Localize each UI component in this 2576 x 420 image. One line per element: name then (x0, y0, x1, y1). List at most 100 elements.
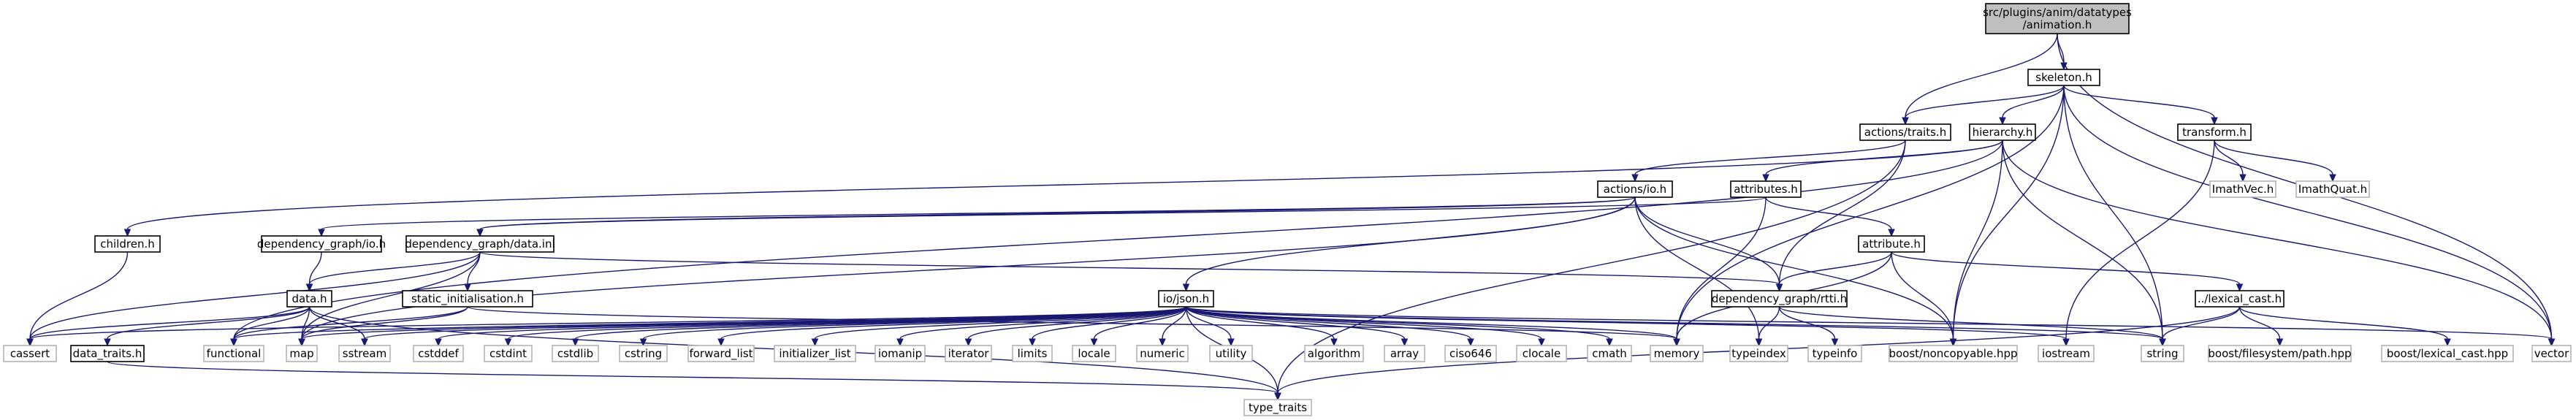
node-label: boost/filesystem/path.hpp (2208, 347, 2351, 360)
edge-lexical_cast-to-string (2159, 306, 2241, 347)
node-dg-data-inl[interactable]: dependency_graph/data.inl (405, 235, 555, 253)
node-label: memory (1654, 347, 1700, 360)
node-label: boost/lexical_cast.hpp (2387, 347, 2508, 361)
edge-children-to-cassert (26, 251, 129, 347)
node-label: iterator (948, 347, 990, 360)
node-cassert: cassert (3, 345, 57, 362)
node-label: ../lexical_cast.h (2198, 292, 2282, 306)
edge-hierarchy-to-attributes (1762, 140, 2003, 183)
node-label: skeleton.h (2035, 71, 2092, 84)
edge-io_json-to-numeric (1159, 306, 1187, 347)
node-label: map (289, 347, 313, 360)
node-label: ciso646 (1449, 347, 1492, 360)
edge-dg_rtti-to-typeinfo (1778, 306, 1839, 347)
node-label: cstddef (418, 347, 459, 360)
node-label: data_traits.h (73, 347, 142, 361)
edge-hierarchy-to-vector (2002, 140, 2556, 347)
node-ciso646: ciso646 (1444, 345, 1497, 362)
edge-io_json-to-locale (1090, 306, 1187, 347)
node-dg-rtti[interactable]: dependency_graph/rtti.h (1711, 290, 1848, 308)
edge-dg_data_inl-to-data_h (305, 251, 481, 292)
node-label: dependency_graph/data.inl (405, 237, 555, 251)
edge-io_json-to-algorithm (1185, 306, 1338, 347)
node-label: typeindex (1731, 347, 1786, 360)
node-label: cmath (1592, 347, 1626, 360)
node-label: array (1390, 347, 1419, 360)
node-label: cstdlib (557, 347, 593, 360)
node-functional: functional (203, 345, 264, 362)
edge-attribute-to-lexical_cast (1891, 251, 2244, 292)
node-memory: memory (1650, 345, 1704, 362)
node-label: numeric (1140, 347, 1184, 360)
node-label: limits (1018, 347, 1048, 360)
edge-actions_io-to-dg_data_inl (476, 196, 1636, 237)
node-dg-io[interactable]: dependency_graph/io.h (257, 235, 386, 253)
node-label: dependency_graph/io.h (257, 237, 386, 251)
edge-hierarchy-to-boost_noncopyable (1949, 140, 2003, 347)
node-type-traits: type_traits (1243, 399, 1312, 416)
node-actions-traits[interactable]: actions/traits.h (1859, 123, 1951, 141)
node-actions-io[interactable]: actions/io.h (1597, 180, 1673, 198)
edge-transform-to-imathquat (2214, 140, 2336, 183)
edge-io_json-to-iterator (964, 306, 1187, 347)
node-label: src/plugins/anim/datatypes (1983, 6, 2132, 19)
node-label: iostream (2042, 347, 2090, 360)
node-iomanip: iomanip (874, 345, 926, 362)
node-vector: vector (2531, 345, 2572, 362)
node-label: static_initialisation.h (411, 292, 524, 306)
edge-transform-to-iostream (2062, 140, 2215, 347)
node-imathvec: ImathVec.h (2209, 180, 2276, 198)
node-boost-noncopyable: boost/noncopyable.hpp (1889, 345, 2018, 362)
node-label: transform.h (2182, 126, 2247, 139)
edge-io_json-to-iomanip (896, 306, 1187, 347)
node-label: io/json.h (1163, 292, 1209, 305)
node-animation: src/plugins/anim/datatypes/animation.h (1983, 3, 2132, 34)
node-label: cstring (625, 347, 662, 360)
node-string: string (2141, 345, 2184, 362)
edge-hierarchy-to-children (123, 140, 2003, 237)
node-label: forward_list (689, 347, 752, 361)
node-children[interactable]: children.h (94, 235, 161, 253)
node-label: cassert (10, 347, 50, 360)
node-static-init[interactable]: static_initialisation.h (402, 290, 533, 308)
node-data-h[interactable]: data.h (286, 290, 332, 308)
node-label: locale (1078, 347, 1110, 360)
node-numeric: numeric (1136, 345, 1189, 362)
node-skeleton[interactable]: skeleton.h (2027, 69, 2100, 86)
node-cstdint: cstdint (484, 345, 533, 362)
edge-io_json-to-map (298, 306, 1187, 347)
edge-io_json-to-forward_list (717, 306, 1187, 347)
node-hierarchy[interactable]: hierarchy.h (1969, 123, 2036, 141)
edge-io_json-to-memory (1185, 306, 1680, 347)
node-io-json[interactable]: io/json.h (1158, 290, 1214, 308)
node-algorithm: algorithm (1304, 345, 1364, 362)
node-label: string (2146, 347, 2178, 360)
node-label: actions/io.h (1604, 183, 1666, 196)
node-utility: utility (1209, 345, 1253, 362)
node-cstddef: cstddef (413, 345, 464, 362)
node-iostream: iostream (2038, 345, 2095, 362)
edge-data_h-to-data_traits (104, 306, 310, 347)
node-label: type_traits (1249, 401, 1307, 415)
edge-data_traits-to-type_traits (107, 361, 1281, 401)
node-limits: limits (1012, 345, 1053, 362)
node-data-traits[interactable]: data_traits.h (70, 345, 145, 362)
edge-io_json-to-cassert (26, 306, 1187, 347)
edge-transform-to-imathvec (2214, 140, 2247, 183)
edge-actions_io-to-dg_io (318, 196, 1636, 237)
node-clocale: clocale (1516, 345, 1567, 362)
node-label: attribute.h (1862, 237, 1921, 251)
node-attributes[interactable]: attributes.h (1730, 180, 1802, 198)
node-label: iomanip (878, 347, 922, 360)
node-lexical-cast[interactable]: ../lexical_cast.h (2195, 290, 2285, 308)
node-typeindex: typeindex (1729, 345, 1788, 362)
node-forward-list: forward_list (687, 345, 755, 362)
node-label: clocale (1523, 347, 1561, 360)
node-label: dependency_graph/rtti.h (1712, 292, 1847, 306)
edge-hierarchy-to-string (2002, 140, 2166, 347)
edge-lexical_cast-to-boost_fs_path (2238, 306, 2284, 347)
edge-lexical_cast-to-boost_lexical_cast (2238, 306, 2451, 347)
node-attribute[interactable]: attribute.h (1858, 235, 1925, 253)
node-transform[interactable]: transform.h (2177, 123, 2252, 141)
